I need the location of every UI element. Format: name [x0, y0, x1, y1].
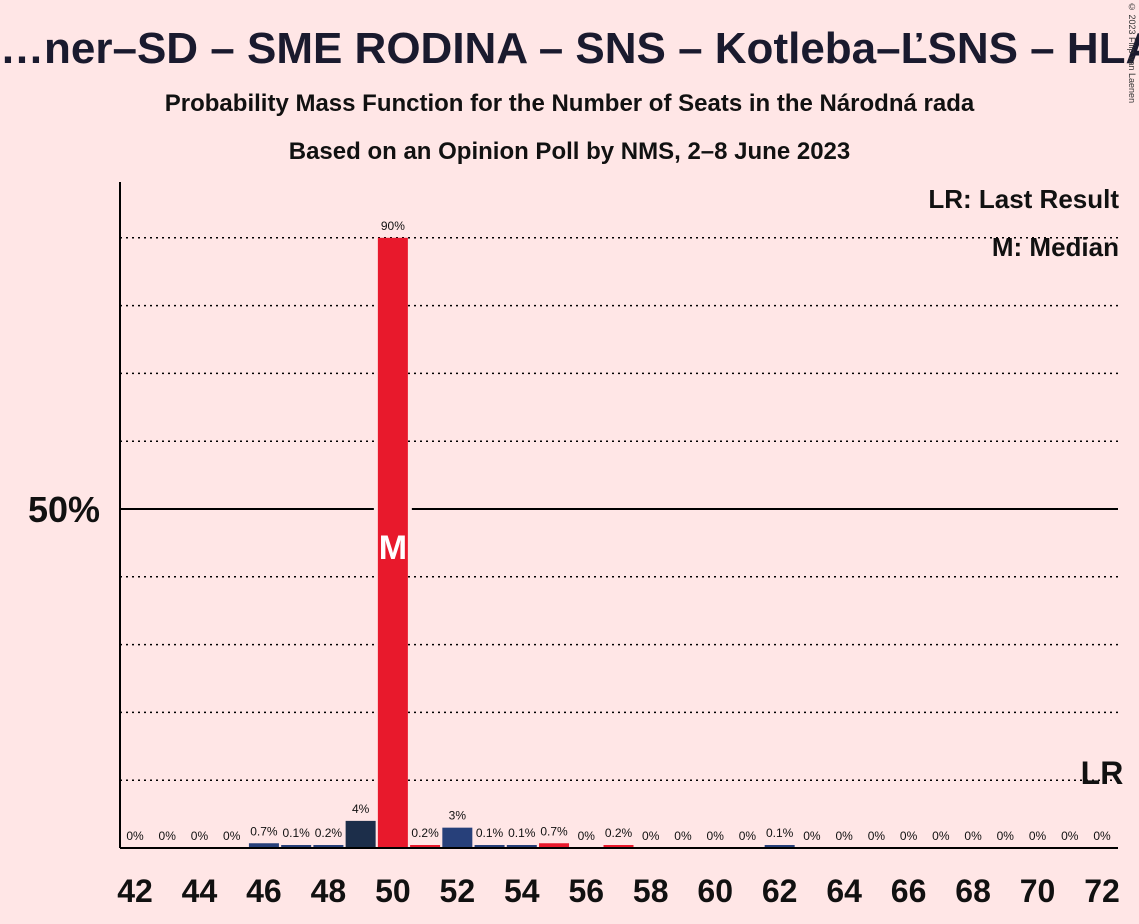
bar-label-69: 0% [997, 829, 1015, 843]
x-tick-label-48: 48 [311, 873, 347, 909]
bar-label-71: 0% [1061, 829, 1079, 843]
bar-label-63: 0% [803, 829, 821, 843]
bar-label-44: 0% [191, 829, 209, 843]
x-tick-label-58: 58 [633, 873, 669, 909]
last-result-marker: LR [1081, 755, 1124, 791]
bar-label-54: 0.1% [508, 826, 536, 840]
bar-seat-49 [345, 820, 376, 848]
bar-label-57: 0.2% [605, 826, 633, 840]
bar-label-64: 0% [835, 829, 853, 843]
bar-label-56: 0% [578, 829, 596, 843]
x-tick-label-42: 42 [117, 873, 153, 909]
bar-label-59: 0% [674, 829, 692, 843]
bar-seat-48 [313, 845, 344, 848]
legend-last-result: LR: Last Result [928, 184, 1119, 214]
x-tick-label-70: 70 [1020, 873, 1056, 909]
copyright-notice: © 2023 Filip van Laenen [1127, 2, 1137, 104]
bar-label-60: 0% [707, 829, 725, 843]
bar-label-58: 0% [642, 829, 660, 843]
bar-label-51: 0.2% [411, 826, 439, 840]
bar-seat-62 [764, 845, 795, 848]
x-tick-label-62: 62 [762, 873, 798, 909]
bar-label-48: 0.2% [315, 826, 343, 840]
bar-seat-53 [474, 845, 505, 848]
bar-label-52: 3% [449, 809, 467, 823]
bar-label-72: 0% [1093, 829, 1111, 843]
x-tick-label-44: 44 [182, 873, 218, 909]
legend-median: M: Median [991, 232, 1119, 262]
bar-label-65: 0% [868, 829, 886, 843]
median-marker: M [379, 529, 407, 567]
bar-label-43: 0% [159, 829, 177, 843]
bar-label-55: 0.7% [540, 824, 568, 838]
bar-seat-52 [442, 827, 473, 848]
bar-label-61: 0% [739, 829, 757, 843]
bar-seat-47 [281, 845, 312, 848]
bar-label-50: 90% [381, 219, 405, 233]
bar-seat-57 [603, 845, 634, 848]
chart-subtitle-2: Based on an Opinion Poll by NMS, 2–8 Jun… [288, 138, 851, 165]
bar-label-68: 0% [964, 829, 982, 843]
x-tick-label-68: 68 [955, 873, 991, 909]
bar-label-49: 4% [352, 802, 370, 816]
x-tick-label-66: 66 [891, 873, 927, 909]
bar-label-42: 0% [126, 829, 144, 843]
bar-label-47: 0.1% [282, 826, 310, 840]
bar-label-66: 0% [900, 829, 918, 843]
chart-title: …ner–SD – SME RODINA – SNS – Kotleba–ĽSN… [0, 24, 1139, 73]
bar-seat-55 [539, 843, 570, 848]
bar-seat-54 [506, 845, 537, 848]
bar-seat-51 [410, 845, 441, 848]
x-tick-label-72: 72 [1084, 873, 1120, 909]
bar-label-53: 0.1% [476, 826, 504, 840]
x-tick-label-64: 64 [826, 873, 862, 909]
bar-label-67: 0% [932, 829, 950, 843]
bar-seat-46 [248, 843, 279, 848]
chart-subtitle-1: Probability Mass Function for the Number… [164, 90, 975, 117]
bar-label-46: 0.7% [250, 824, 278, 838]
x-tick-label-56: 56 [568, 873, 604, 909]
bar-label-45: 0% [223, 829, 241, 843]
x-tick-label-46: 46 [246, 873, 282, 909]
x-tick-label-60: 60 [697, 873, 733, 909]
x-tick-label-52: 52 [440, 873, 476, 909]
bar-label-62: 0.1% [766, 826, 794, 840]
bar-seat-50 [377, 237, 408, 849]
x-tick-label-54: 54 [504, 873, 540, 909]
y-tick-label-50: 50% [28, 489, 100, 530]
bar-label-70: 0% [1029, 829, 1047, 843]
x-tick-label-50: 50 [375, 873, 411, 909]
